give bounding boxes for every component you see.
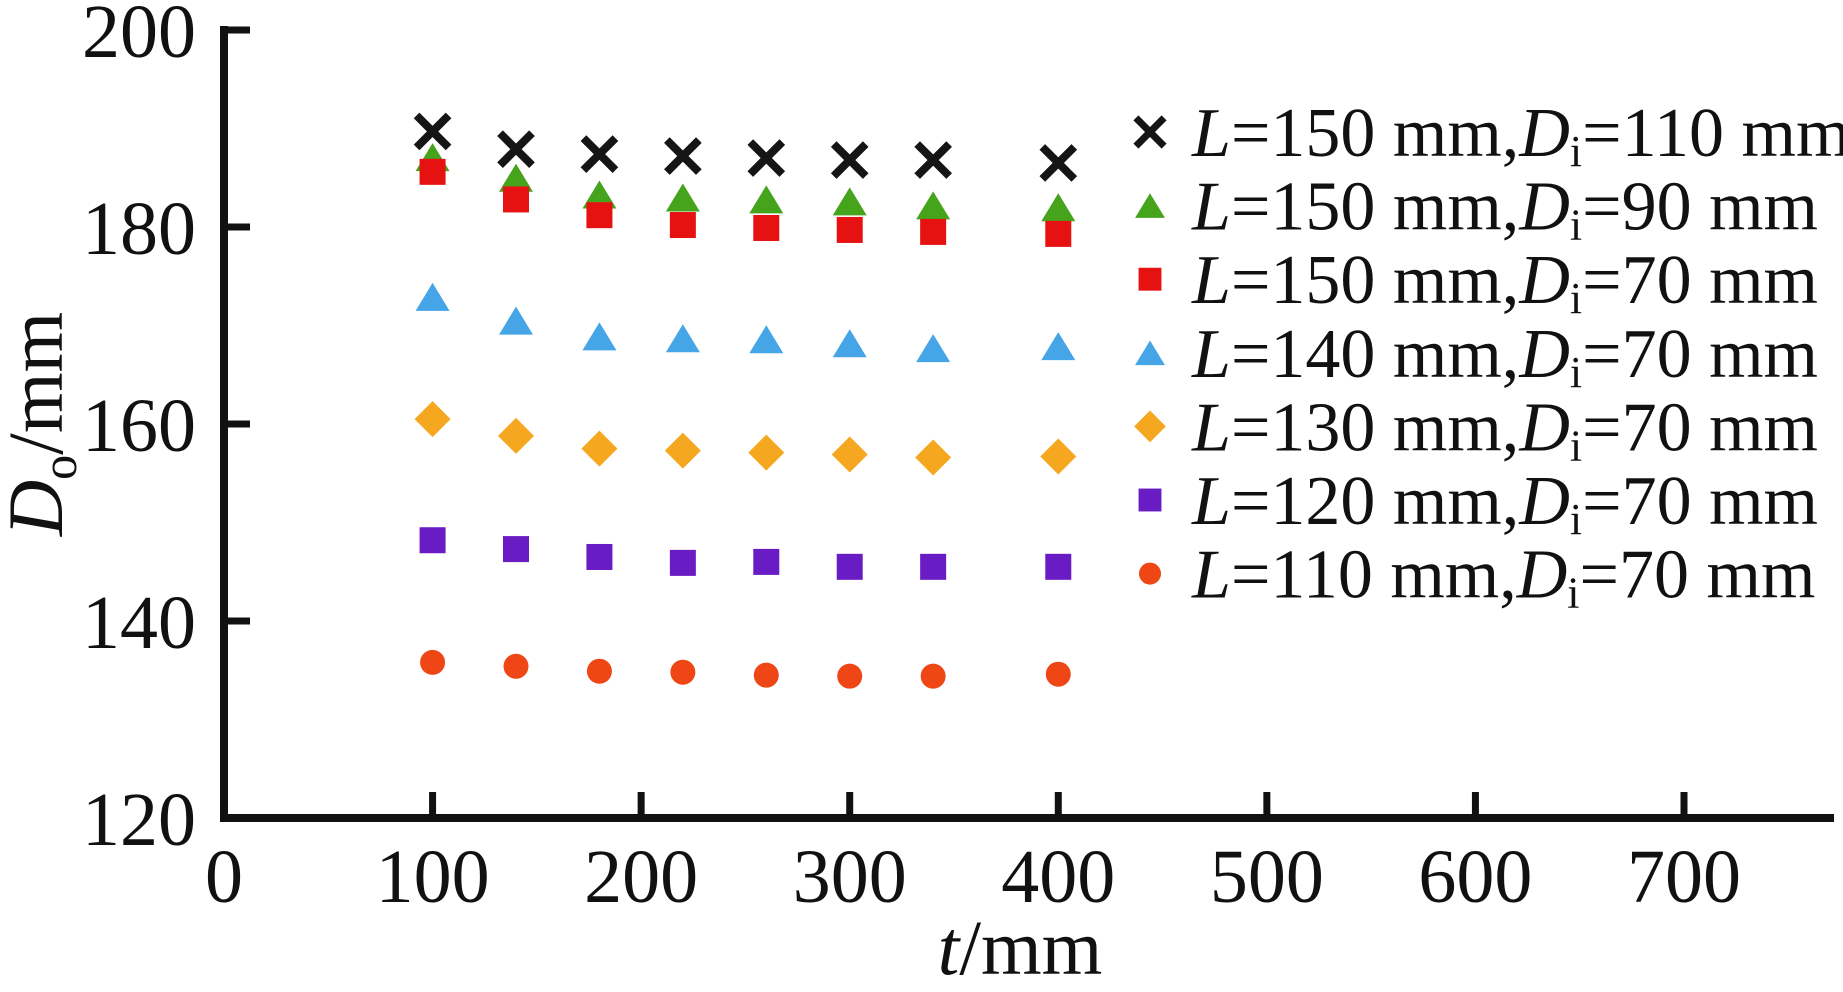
data-point-square — [586, 202, 613, 229]
legend-label: L=120 mm,Di=70 mm — [1191, 463, 1818, 544]
data-point-square — [669, 549, 696, 576]
legend-marker-square — [1138, 267, 1162, 291]
legend-marker-diamond — [1134, 410, 1166, 443]
legend-label: L=130 mm,Di=70 mm — [1191, 389, 1818, 470]
x-tick-label: 700 — [1627, 835, 1741, 919]
y-tick-label: 120 — [82, 778, 196, 862]
data-point-diamond — [664, 432, 701, 469]
data-point-triangle — [916, 334, 951, 363]
data-point-diamond — [581, 430, 618, 467]
data-point-circle — [420, 649, 446, 675]
x-tick-label: 400 — [1001, 835, 1115, 919]
y-tick-label: 140 — [82, 581, 196, 665]
data-point-cross — [1039, 144, 1078, 182]
legend-marker-triangle — [1135, 193, 1165, 218]
data-point-cross — [497, 130, 535, 169]
data-point-triangle — [749, 325, 784, 354]
data-point-triangle — [665, 324, 700, 353]
data-point-cross — [914, 141, 952, 179]
data-point-square — [1045, 220, 1072, 247]
x-tick-label: 100 — [376, 835, 490, 919]
data-point-triangle — [499, 163, 533, 192]
data-point-triangle — [832, 187, 867, 216]
legend-marker-cross — [1133, 115, 1167, 149]
data-point-triangle — [1041, 193, 1076, 222]
data-point-triangle — [415, 282, 450, 311]
data-point-triangle — [499, 306, 533, 335]
x-axis-label: t/mm — [938, 904, 1103, 991]
x-tick-label: 0 — [205, 835, 243, 919]
x-tick-label: 600 — [1418, 835, 1532, 919]
data-point-cross — [664, 137, 702, 175]
data-point-square — [503, 536, 529, 563]
data-point-circle — [753, 662, 779, 688]
data-point-triangle — [582, 322, 617, 351]
data-point-circle — [1045, 661, 1071, 687]
legend-label: L=140 mm,Di=70 mm — [1191, 316, 1818, 397]
data-point-triangle — [582, 180, 617, 209]
x-tick-label: 200 — [584, 835, 698, 919]
data-point-diamond — [915, 439, 952, 476]
x-tick-label: 300 — [793, 835, 907, 919]
data-point-square — [920, 218, 947, 245]
data-point-circle — [586, 658, 612, 684]
legend-label: L=150 mm,Di=110 mm — [1191, 95, 1843, 176]
data-point-circle — [920, 663, 946, 689]
x-tick-label: 500 — [1210, 835, 1324, 919]
data-point-square — [419, 527, 446, 554]
data-point-cross — [580, 135, 619, 173]
data-point-square — [1045, 553, 1072, 580]
data-point-square — [836, 216, 863, 243]
data-point-triangle — [832, 329, 867, 358]
legend-label: L=110 mm,Di=70 mm — [1191, 537, 1815, 618]
legend-label: L=150 mm,Di=90 mm — [1191, 169, 1818, 250]
y-axis-label: Do/mm — [0, 312, 87, 537]
data-point-diamond — [831, 436, 868, 473]
legend-label: L=150 mm,Di=70 mm — [1191, 242, 1818, 323]
axes-frame — [220, 26, 1834, 822]
data-point-circle — [670, 659, 696, 685]
legend-marker-square — [1138, 488, 1162, 512]
y-tick-label: 200 — [82, 0, 196, 74]
legend-marker-triangle — [1135, 340, 1165, 366]
data-point-diamond — [748, 434, 785, 471]
data-point-triangle — [665, 183, 700, 212]
data-point-circle — [503, 653, 529, 679]
data-point-cross — [830, 141, 869, 179]
data-point-square — [419, 158, 446, 185]
data-point-square — [753, 214, 780, 241]
data-point-cross — [747, 139, 786, 177]
data-point-diamond — [414, 401, 451, 438]
data-point-square — [753, 548, 780, 575]
y-tick-label: 180 — [82, 187, 196, 271]
data-point-diamond — [1040, 438, 1077, 475]
legend-marker-circle — [1139, 562, 1161, 585]
data-point-triangle — [916, 191, 951, 220]
data-point-triangle — [749, 185, 784, 214]
data-point-triangle — [1041, 332, 1076, 361]
data-point-square — [836, 553, 863, 580]
y-tick-label: 160 — [82, 384, 196, 468]
data-point-square — [669, 212, 696, 239]
data-point-square — [586, 543, 613, 570]
data-point-square — [503, 186, 529, 213]
data-point-diamond — [498, 417, 534, 454]
data-point-circle — [837, 663, 863, 689]
data-point-cross — [413, 112, 452, 151]
data-point-square — [920, 553, 947, 580]
